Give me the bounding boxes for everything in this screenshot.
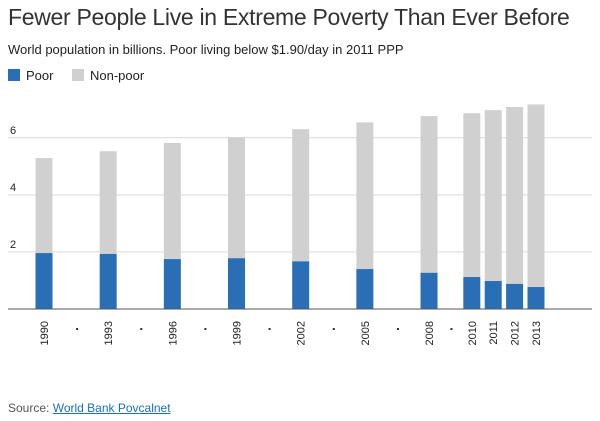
x-tick-label-2005: 2005	[360, 321, 372, 345]
legend-label-nonpoor: Non-poor	[90, 68, 145, 83]
x-axis-dot-3	[268, 328, 271, 330]
bar-nonpoor-1999	[228, 137, 246, 259]
chart-subtitle: World population in billions. Poor livin…	[8, 42, 404, 57]
bar-nonpoor-1996	[163, 142, 181, 260]
x-tick-label-2013: 2013	[531, 321, 543, 345]
x-tick-label-2002: 2002	[296, 321, 308, 345]
legend-swatch-nonpoor	[72, 69, 84, 81]
x-axis-dot-6	[450, 328, 453, 330]
bar-nonpoor-1993	[99, 151, 117, 254]
source-link[interactable]: World Bank Povcalnet	[52, 401, 171, 415]
bar-nonpoor-2013	[527, 104, 545, 288]
x-tick-label-2012: 2012	[510, 321, 522, 345]
x-axis-dot-2	[204, 328, 207, 330]
bar-poor-2010	[463, 277, 481, 309]
y-tick-label-4: 4	[10, 182, 16, 194]
bar-nonpoor-2011	[484, 110, 502, 282]
source-label: Source:	[8, 401, 50, 415]
y-tick-label-6: 6	[10, 125, 16, 137]
y-tick-label-2: 2	[10, 239, 16, 251]
bar-poor-1996	[163, 259, 181, 309]
x-axis-dot-0	[76, 328, 79, 330]
bar-nonpoor-2010	[463, 113, 481, 278]
x-tick-label-1990: 1990	[39, 321, 51, 345]
bar-nonpoor-2002	[292, 129, 310, 262]
x-tick-label-2008: 2008	[424, 321, 436, 345]
bar-poor-1999	[228, 258, 246, 309]
x-tick-label-1996: 1996	[167, 321, 179, 345]
x-axis-dot-1	[140, 328, 143, 330]
x-tick-label-2010: 2010	[467, 321, 479, 345]
legend-item-poor: Poor	[8, 68, 53, 83]
bar-poor-2013	[527, 287, 545, 309]
bar-poor-2011	[484, 281, 502, 309]
x-tick-label-2011: 2011	[488, 321, 500, 345]
bar-nonpoor-2008	[420, 116, 438, 273]
bar-poor-2005	[356, 269, 374, 309]
legend-swatch-poor	[8, 69, 20, 81]
bar-nonpoor-1990	[35, 158, 53, 254]
bar-nonpoor-2005	[356, 122, 374, 270]
x-axis-dot-4	[332, 328, 335, 330]
legend-item-nonpoor: Non-poor	[72, 68, 144, 83]
bar-poor-1990	[35, 253, 53, 309]
bar-poor-2008	[420, 272, 438, 309]
bar-nonpoor-2012	[506, 106, 524, 284]
bar-poor-2002	[292, 261, 310, 309]
stacked-bar-chart: 2 4 6 1990 1993 1996 1999 2002 2005 2008 2010 2011 2…	[8, 104, 592, 345]
bar-poor-1993	[99, 253, 117, 309]
bar-poor-2012	[506, 283, 524, 309]
x-tick-label-1993: 1993	[103, 321, 115, 345]
x-axis-dot-5	[396, 328, 399, 330]
chart-title: Fewer People Live in Extreme Poverty Tha…	[8, 4, 570, 30]
legend-label-poor: Poor	[26, 68, 54, 83]
x-tick-label-1999: 1999	[232, 321, 244, 345]
source-line: Source: World Bank Povcalnet	[8, 401, 171, 415]
